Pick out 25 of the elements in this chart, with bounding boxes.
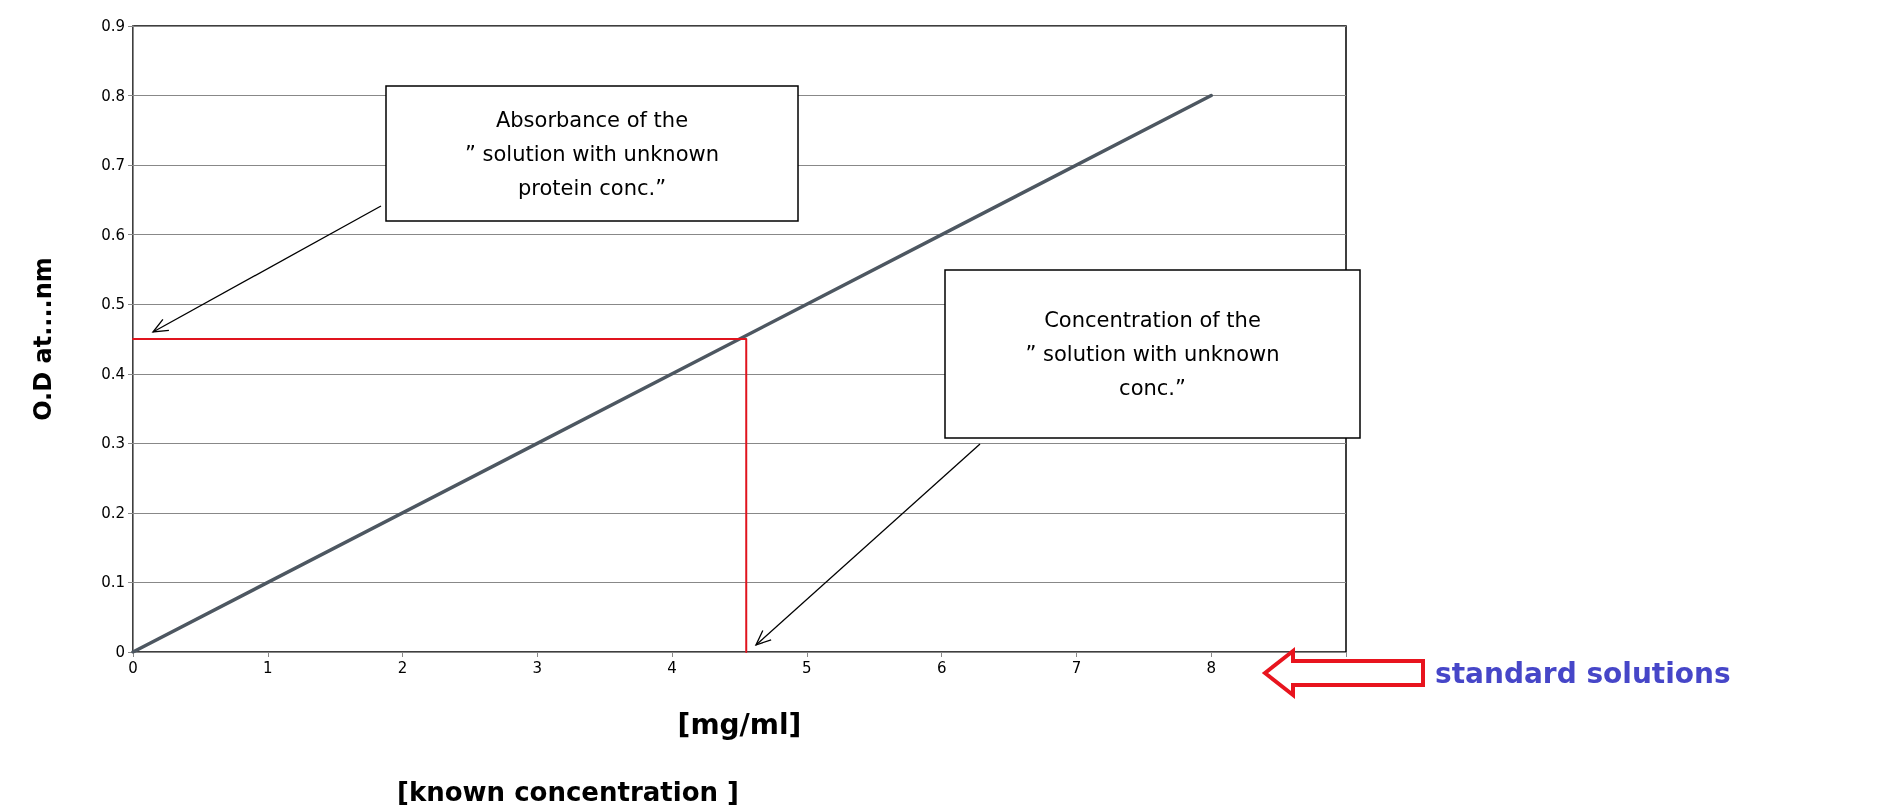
y-tick-label: 0.7	[101, 156, 125, 175]
y-tick-label: 0.2	[101, 503, 125, 522]
x-tick-label: 8	[1206, 658, 1216, 677]
y-tick-label: 0.4	[101, 364, 125, 383]
annotation: Concentration of the ” solution with unknown conc.”	[1025, 308, 1280, 400]
x-tick-label: 2	[397, 658, 408, 677]
annotation: Absorbance of the ” solution with unknown protein conc.”	[464, 107, 720, 200]
x-tick-label: 0	[128, 658, 138, 677]
y-tick-label: 0.1	[101, 573, 125, 592]
x-tick-label: 4	[667, 658, 677, 677]
x-tick-label: 6	[936, 658, 947, 677]
y-tick-label: 0.8	[101, 86, 125, 105]
y-tick-label: 0	[115, 643, 125, 661]
y-tick-label: 0.9	[101, 17, 125, 35]
y-tick-label: 0.3	[101, 434, 125, 453]
x-tick-label: 5	[802, 658, 812, 677]
x-tick-label: 3	[532, 658, 543, 677]
text: standard solutions	[1435, 657, 1731, 690]
y-tick-label: 0.6	[101, 225, 125, 244]
x-axis-title: [mg/ml]	[677, 707, 802, 741]
x-tick-label: 1	[263, 658, 273, 677]
x-tick-label: 7	[1071, 658, 1082, 677]
y-axis-title: O.D at....nm	[29, 257, 57, 421]
y-tick-label: 0.5	[101, 295, 125, 314]
text: [known concentration ]	[397, 777, 739, 807]
